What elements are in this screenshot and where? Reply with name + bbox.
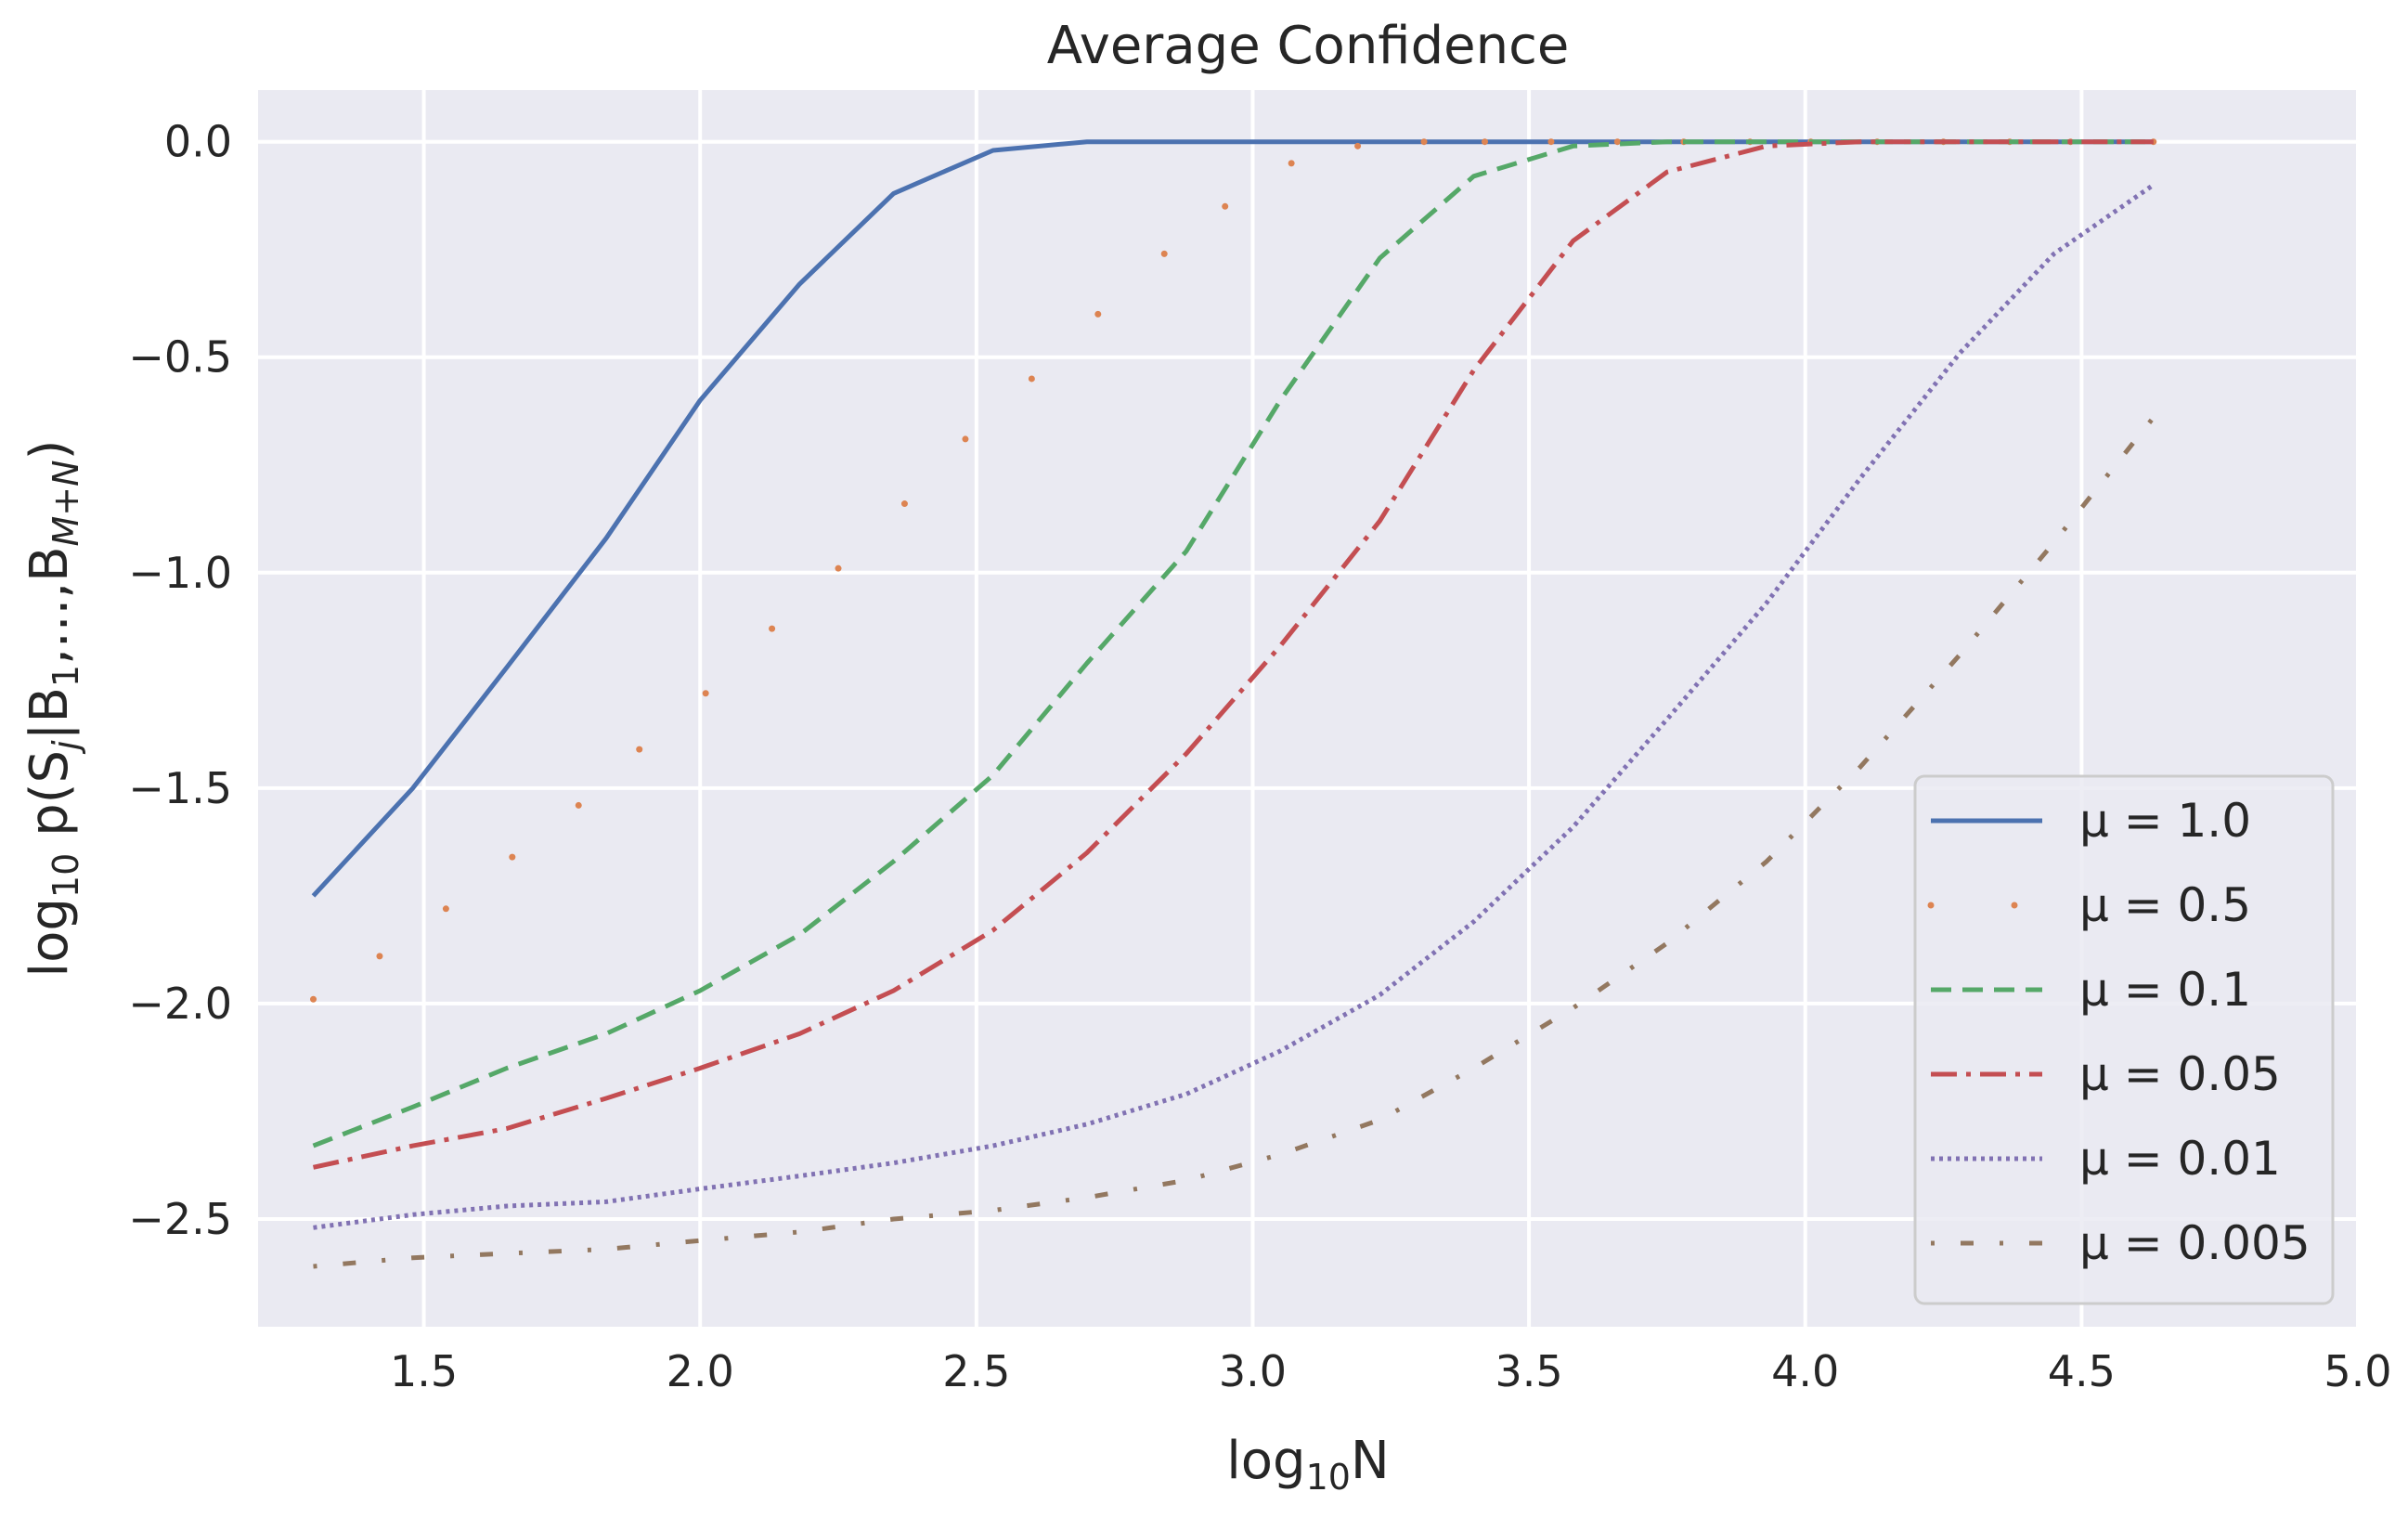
data-point [575, 801, 582, 809]
series-line [313, 183, 2156, 1230]
x-tick-label: 3.0 [1219, 1346, 1287, 1396]
y-tick-label: −1.5 [128, 763, 232, 813]
y-tick-label: −2.5 [128, 1194, 232, 1244]
legend-label: μ = 1.0 [2079, 794, 2251, 848]
x-tick-label: 3.5 [1495, 1346, 1563, 1396]
data-point [835, 564, 842, 572]
data-point [1160, 250, 1168, 257]
legend-item: μ = 0.005 [1931, 1216, 2311, 1270]
series-layer [310, 138, 2157, 1269]
legend-item: μ = 0.01 [1931, 1132, 2281, 1186]
legend-marker [1927, 902, 1935, 909]
y-tick-label: −0.5 [128, 332, 232, 383]
x-tick-label: 2.5 [942, 1346, 1010, 1396]
data-point [769, 625, 776, 632]
legend-label: μ = 0.5 [2079, 878, 2251, 932]
x-axis-label: log10N [1226, 1431, 1390, 1498]
legend-label: μ = 0.005 [2079, 1216, 2311, 1270]
data-point [702, 690, 709, 697]
series-3 [312, 139, 2154, 1170]
legend-frame [1913, 774, 2335, 1305]
legend-item: μ = 0.5 [1927, 878, 2251, 932]
x-tick-label: 1.5 [390, 1346, 458, 1396]
x-tick-label: 2.0 [667, 1346, 734, 1396]
tick-labels: 1.5 2.0 2.5 3.0 3.5 4.0 4.5 5.0 0.0 −0.5 −1.0 −1.5 −… [128, 117, 2391, 1396]
data-point [442, 905, 449, 913]
data-point [1222, 202, 1229, 210]
legend-label: μ = 0.05 [2079, 1047, 2281, 1101]
x-tick-label: 5.0 [2324, 1346, 2391, 1396]
legend: μ = 1.0 μ = 0.5 μ = 0.1 μ = 0.05 μ = 0.01 μ =… [1913, 774, 2335, 1305]
y-axis-label: log10 p(Sj|B1,...,BM+N) [19, 440, 86, 978]
data-point [1420, 138, 1428, 146]
data-point [636, 746, 643, 753]
x-tick-label: 4.0 [1771, 1346, 1839, 1396]
x-tick-label: 4.5 [2048, 1346, 2116, 1396]
legend-item: μ = 0.1 [1931, 963, 2251, 1017]
legend-marker [2011, 902, 2018, 909]
series-line [312, 139, 2154, 1170]
data-point [1094, 310, 1102, 318]
data-point [310, 995, 317, 1003]
y-tick-label: −2.0 [128, 979, 232, 1029]
chart-title: Average Confidence [1047, 16, 1570, 76]
data-point [1547, 138, 1555, 146]
data-point [1481, 138, 1488, 146]
data-point [1613, 138, 1621, 146]
legend-label: μ = 0.01 [2079, 1132, 2281, 1186]
data-point [1354, 142, 1362, 149]
legend-label: μ = 0.1 [2079, 963, 2251, 1017]
data-point [1288, 160, 1295, 167]
y-tick-label: 0.0 [164, 117, 232, 167]
series-line [313, 416, 2156, 1269]
data-point [376, 953, 383, 960]
y-tick-label: −1.0 [128, 548, 232, 598]
series-5 [313, 416, 2156, 1269]
data-point [962, 435, 969, 443]
data-point [509, 853, 516, 861]
legend-item: μ = 1.0 [1931, 794, 2251, 848]
series-4 [313, 183, 2156, 1230]
legend-item: μ = 0.05 [1931, 1047, 2281, 1101]
data-point [1028, 375, 1035, 383]
data-point [900, 500, 908, 508]
